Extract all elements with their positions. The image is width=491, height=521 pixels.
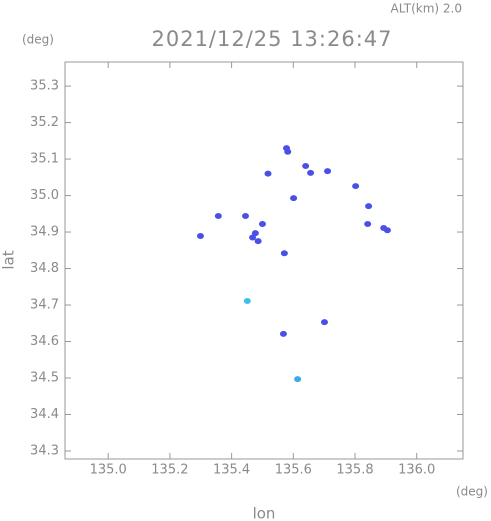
echo-point xyxy=(214,212,222,219)
y-tick-label: 34.3 xyxy=(30,443,59,458)
echo-point xyxy=(251,230,259,237)
x-tick-label: 135.8 xyxy=(336,463,373,478)
echo-point xyxy=(365,203,373,210)
echo-point xyxy=(241,212,249,219)
echo-point xyxy=(243,298,251,305)
echo-point xyxy=(254,238,262,245)
echo-point xyxy=(196,233,204,240)
x-axis-label: lon xyxy=(253,505,276,521)
echo-point xyxy=(324,168,332,175)
echo-point xyxy=(249,234,257,241)
echo-point xyxy=(290,195,298,202)
echo-point xyxy=(302,162,310,169)
echo-point xyxy=(280,250,288,257)
y-tick-label: 34.9 xyxy=(30,225,59,240)
y-tick-label: 34.7 xyxy=(30,298,59,313)
echo-point xyxy=(307,169,315,176)
altitude-label: ALT(km) 2.0 xyxy=(391,2,462,16)
y-axis-label: lat xyxy=(0,250,18,269)
x-tick-label: 135.4 xyxy=(213,463,250,478)
echo-point xyxy=(294,376,302,383)
echo-point xyxy=(383,227,391,234)
x-tick-label: 135.6 xyxy=(275,463,312,478)
echo-point xyxy=(258,221,266,228)
x-tick-label: 135.2 xyxy=(151,463,188,478)
x-tick-label: 135.0 xyxy=(90,463,127,478)
chart-title: 2021/12/25 13:26:47 xyxy=(151,27,392,51)
y-tick-label: 35.0 xyxy=(30,188,59,203)
y-tick-label: 35.3 xyxy=(30,79,59,94)
x-unit: (deg) xyxy=(456,485,488,499)
echo-point xyxy=(320,319,328,326)
y-unit: (deg) xyxy=(22,33,54,47)
x-tick-label: 136.0 xyxy=(398,463,435,478)
echo-point xyxy=(352,183,360,190)
echo-point xyxy=(279,330,287,337)
echo-point xyxy=(284,148,292,155)
y-tick-label: 34.8 xyxy=(30,261,59,276)
y-tick-label: 34.4 xyxy=(30,407,59,422)
echo-point xyxy=(364,221,372,228)
echo-point xyxy=(264,170,272,177)
y-tick-label: 34.5 xyxy=(30,370,59,385)
y-tick-label: 35.1 xyxy=(30,152,59,167)
y-tick-label: 35.2 xyxy=(30,115,59,130)
y-tick-label: 34.6 xyxy=(30,334,59,349)
plot-frame xyxy=(64,61,464,460)
